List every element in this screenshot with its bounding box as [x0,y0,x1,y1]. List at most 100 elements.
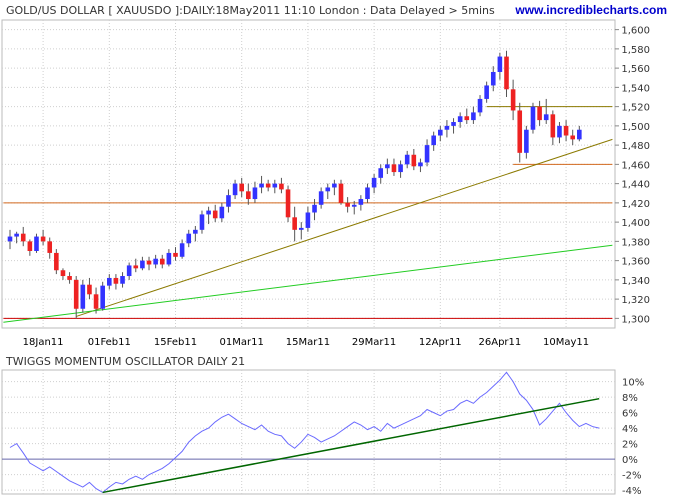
candle-body-up [365,187,370,200]
candle-body-up [298,227,304,230]
candle [504,50,509,97]
candle [272,179,278,194]
site-link[interactable]: www.incrediblecharts.com [514,3,667,17]
price-tick-label: 1,580 [621,45,650,56]
candle [252,181,258,203]
price-tick-label: 1,500 [621,122,650,133]
candle-body-down [20,233,26,242]
candle [73,276,79,319]
candle [40,229,46,246]
oscillator-tick-label: -2% [622,471,641,482]
candle [126,262,132,280]
candle-body-up [378,168,384,178]
candle-body-down [159,258,165,265]
price-tick-label: 1,600 [621,26,650,37]
price-tick-label: 1,380 [621,237,650,248]
candle-body-up [226,195,231,207]
candle [451,118,456,134]
candle-body-up [312,204,317,213]
candle [246,183,251,205]
candle-body-up [543,114,549,121]
price-tick-label: 1,300 [621,314,650,325]
candle-body-down [292,217,297,230]
candle-body-up [7,236,13,242]
date-tick-label: 10May11 [543,337,589,348]
date-tick-label: 18Jan11 [23,337,64,348]
candle [438,125,443,142]
candle [87,277,92,300]
candle-body-up [272,183,278,188]
oscillator-title: TWIGGS MOMENTUM OSCILLATOR DAILY 21 [5,355,245,368]
candle-body-up [126,265,132,277]
candle [391,158,397,176]
candle-body-up [451,122,456,126]
candle [186,229,192,248]
candle-body-up [252,187,258,200]
price-y-axis: 1,300 1,320 1,340 1,360 1,380 1,400 1,420 1,440… [615,26,650,325]
candle-body-up [385,164,390,169]
candle-body-up [484,85,489,99]
candle-body-down [113,277,119,284]
candle-body-up [477,98,483,113]
candle-body-up [325,187,331,192]
candle-body-up [497,56,503,72]
candle-body-down [265,183,271,188]
candle [265,179,271,192]
candle [378,164,384,184]
candle-body-down [411,154,417,167]
candle [193,225,198,242]
price-tick-label: 1,560 [621,64,650,75]
candle [179,239,185,259]
price-tick-label: 1,480 [621,141,650,152]
price-tick-label: 1,460 [621,160,650,171]
candle [345,197,350,213]
candle [212,204,218,223]
candle-body-up [444,125,450,130]
candle [484,81,489,103]
oscillator-panel: 10% 8% 6% 4% 2% 0% -2% -4% [1,369,644,498]
price-tick-label: 1,440 [621,180,650,191]
candle [471,106,476,124]
date-tick-label: 12Apr11 [419,337,462,348]
candle-body-down [391,164,397,173]
candle-body-up [232,183,238,196]
candle [14,231,19,244]
candle [173,247,178,261]
candle-body-up [358,199,364,205]
candle [490,66,496,92]
candle [371,174,377,194]
candle [418,158,423,173]
price-tick-label: 1,540 [621,83,650,94]
momentum-trendline [102,397,600,494]
candle [543,98,549,124]
candle [7,229,13,250]
candle-body-down [133,265,139,269]
oscillator-plot-area [1,369,616,495]
candle [146,256,152,271]
candle-body-down [510,89,516,111]
candle-body-up [524,129,529,153]
candle-body-up [471,112,476,121]
candle-body-down [47,241,53,253]
candle-body-up [418,162,423,167]
candle-body-down [212,210,218,219]
candle-body-up [100,285,105,309]
candle [199,210,205,234]
price-tick-label: 1,320 [621,295,650,306]
candle-body-down [146,260,152,265]
candle-body-up [305,212,311,228]
candle-body-up [14,233,19,237]
candle [279,177,284,194]
candle-body-down [338,183,344,203]
candle [153,254,158,269]
candle-body-down [54,252,59,271]
oscillator-y-axis: 10% 8% 6% 4% 2% 0% -2% -4% [622,378,644,498]
candle-body-down [239,183,244,192]
candle [424,139,430,167]
candle [497,52,503,80]
candle [325,183,331,200]
candle [457,112,463,128]
candle [338,179,344,205]
candle [385,158,390,174]
candle [219,202,225,223]
